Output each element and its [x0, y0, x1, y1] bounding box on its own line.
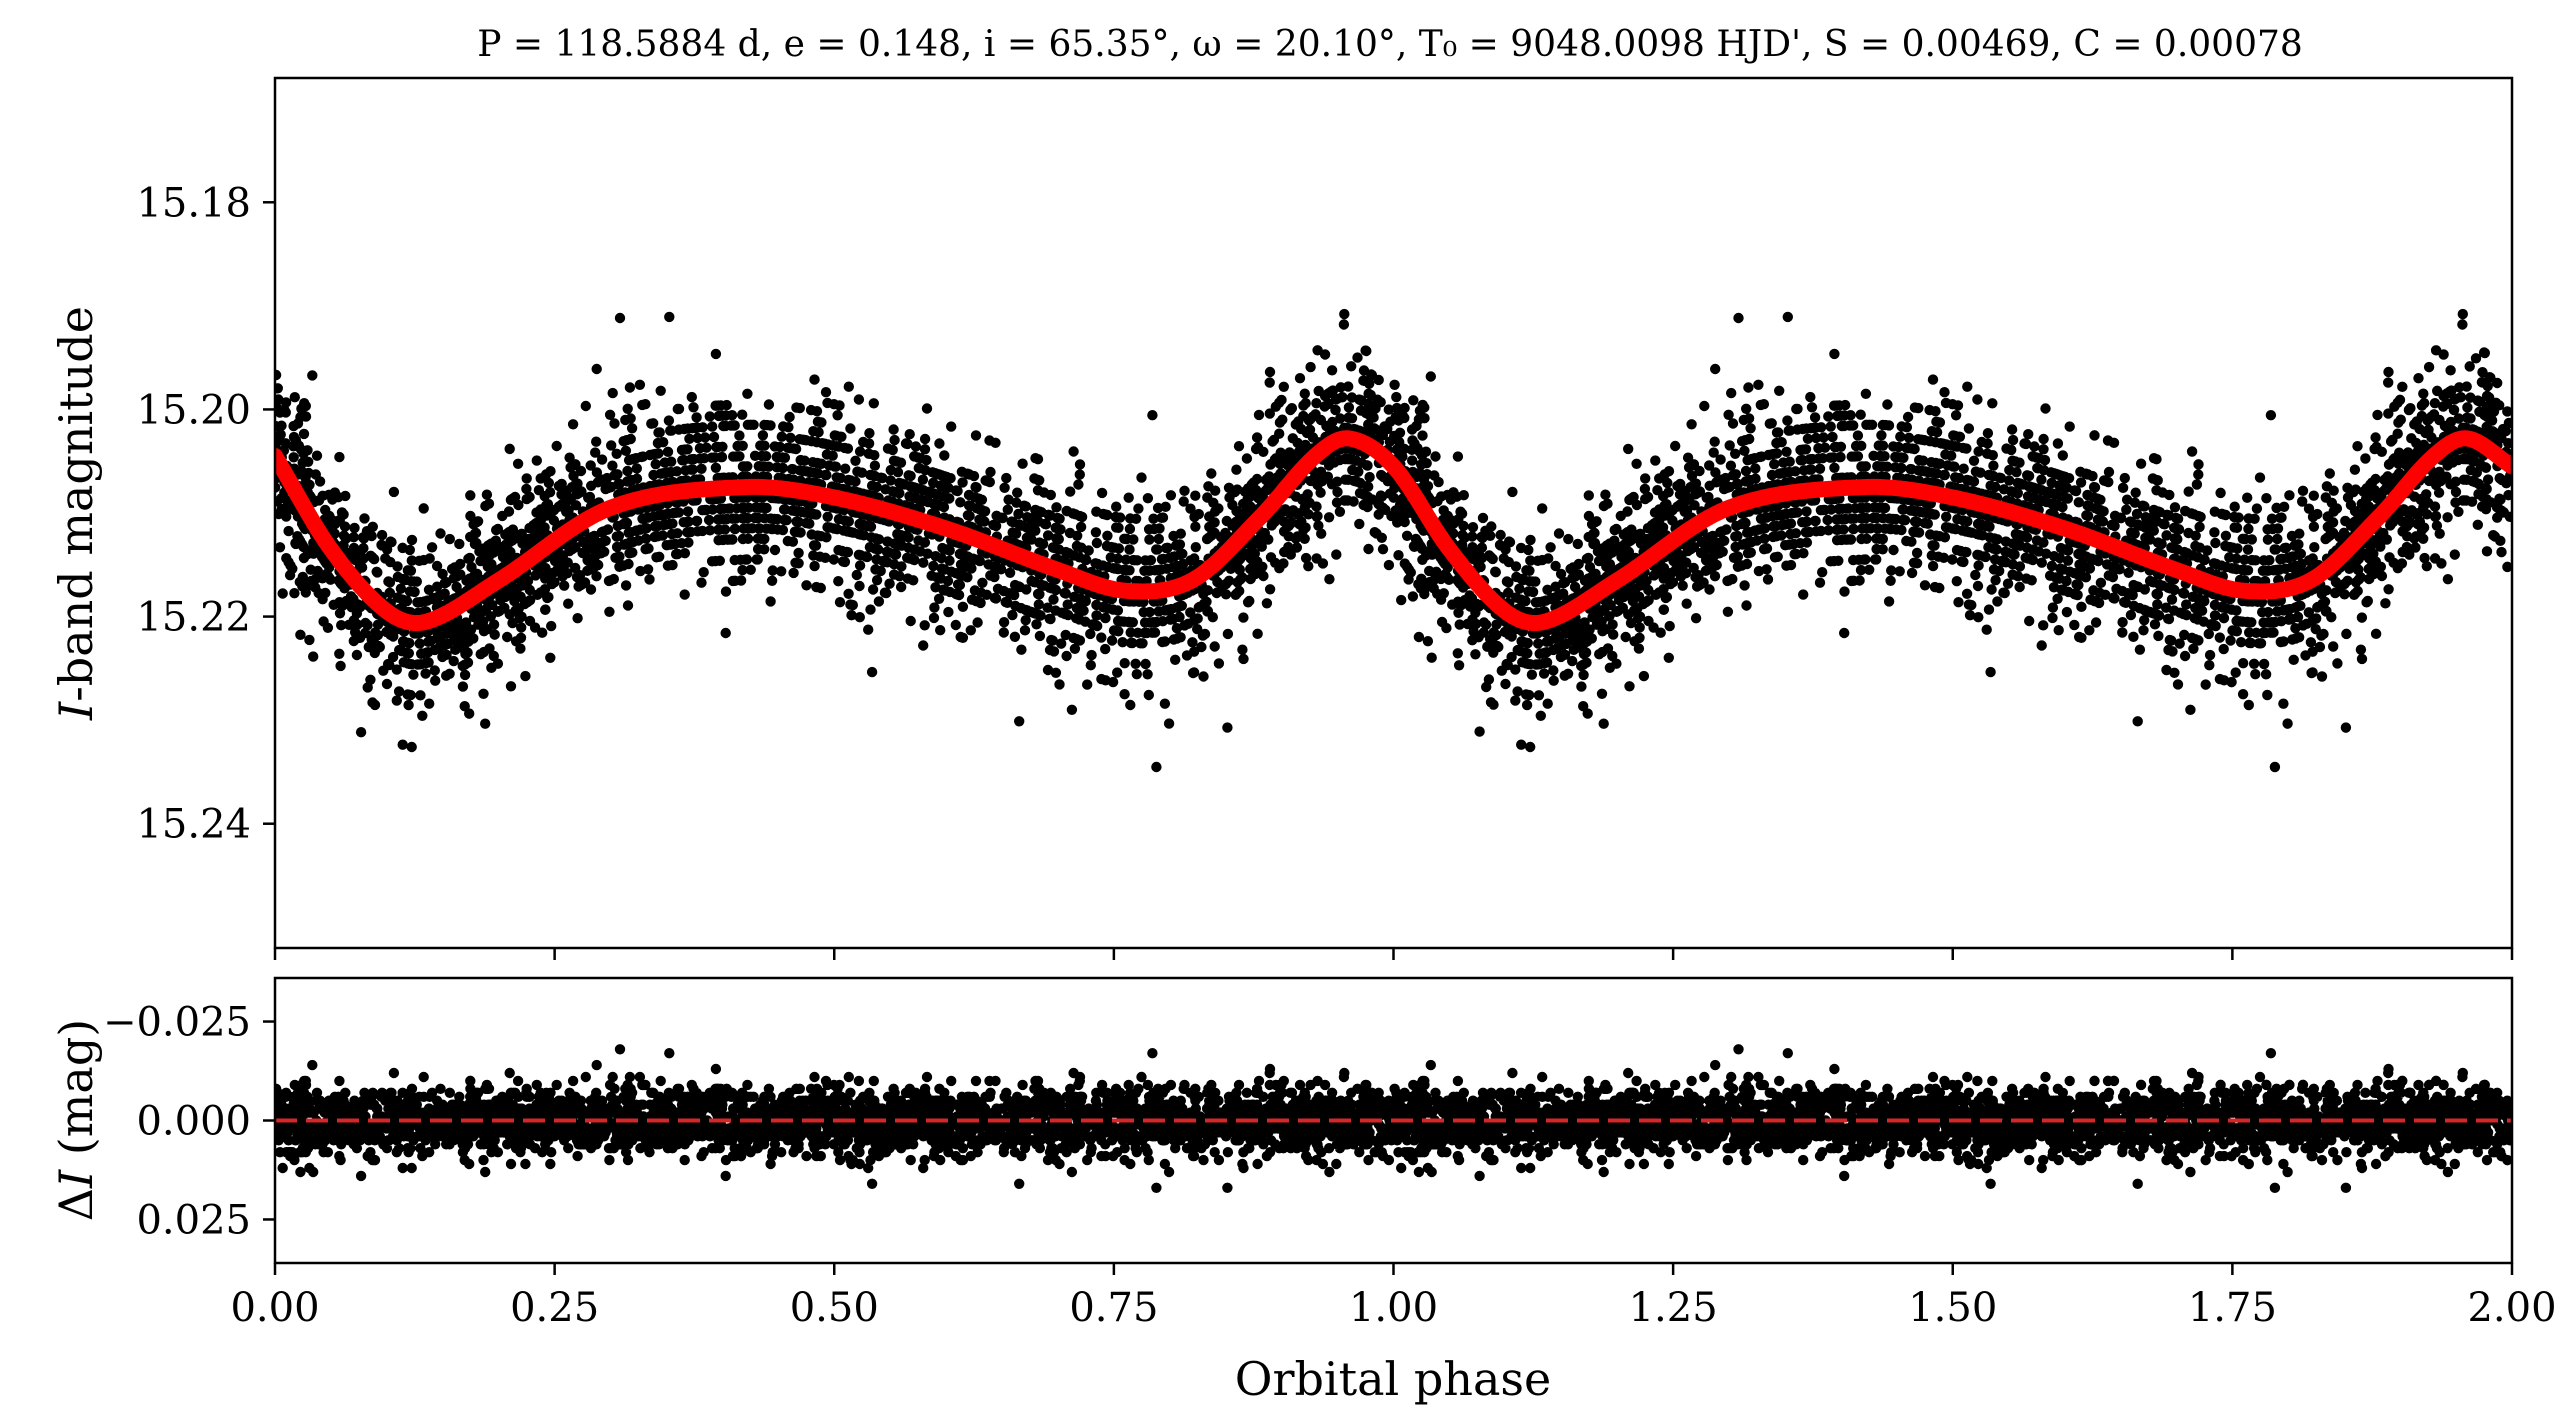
- light-curve-panel: 15.18 15.20 15.22 15.24 I-band magnitude: [49, 78, 2516, 960]
- x-tick-label: 0.00: [230, 1285, 319, 1331]
- x-tick-label: 2.00: [2467, 1285, 2556, 1331]
- bottom-y-tick-label: 0.025: [136, 1197, 251, 1243]
- bottom-y-tick-label: 0.000: [136, 1099, 251, 1145]
- top-y-axis-label: I-band magnitude: [49, 306, 103, 721]
- x-tick-label: 1.50: [1908, 1285, 1997, 1331]
- top-y-tick-label: 15.20: [136, 387, 251, 433]
- top-y-tick-label: 15.22: [136, 595, 251, 641]
- data-point-cloud: [270, 309, 2516, 772]
- top-y-tick-label: 15.24: [136, 802, 251, 848]
- x-axis-label: Orbital phase: [1235, 1352, 1551, 1406]
- bottom-y-axis-label: ΔI (mag): [49, 1019, 103, 1221]
- top-y-ticks: 15.18 15.20 15.22 15.24: [136, 180, 275, 847]
- light-curve-points: [270, 309, 2516, 772]
- x-tick-label: 0.25: [510, 1285, 599, 1331]
- top-x-ticks: [275, 948, 2512, 960]
- bottom-y-ticks: −0.025 0.000 0.025: [103, 1000, 275, 1244]
- x-tick-label: 1.25: [1629, 1285, 1718, 1331]
- residuals-panel: −0.025 0.000 0.025 0.00 0.25 0.50 0.75 1.00 1.2…: [49, 978, 2557, 1406]
- top-y-tick-label: 15.18: [136, 180, 251, 226]
- bottom-y-tick-label: −0.025: [103, 1000, 251, 1046]
- bottom-x-ticks: 0.00 0.25 0.50 0.75 1.00 1.25 1.50 1.75 2.00: [230, 1263, 2556, 1331]
- x-tick-label: 1.75: [2188, 1285, 2277, 1331]
- x-tick-label: 0.50: [790, 1285, 879, 1331]
- chart-title: P = 118.5884 d, e = 0.148, i = 65.35°, ω…: [477, 24, 2303, 65]
- x-tick-label: 0.75: [1069, 1285, 1158, 1331]
- x-tick-label: 1.00: [1349, 1285, 1438, 1331]
